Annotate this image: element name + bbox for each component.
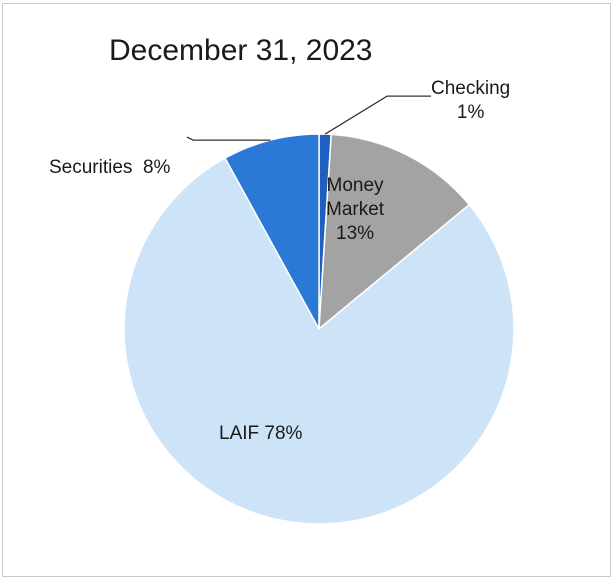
slice-label-securities-line-1: Securities 8% <box>49 157 171 178</box>
pie-slice-securities <box>224 133 320 330</box>
slice-label-checking: Checking 1% <box>431 77 510 125</box>
chart-frame: December 31, 2023 Checking 1% Money Mark… <box>2 3 611 577</box>
slice-label-laif: LAIF 78% <box>219 422 302 446</box>
slice-label-money-market-line-3: 13% <box>336 223 375 244</box>
pie-slice-laif <box>123 157 515 525</box>
pie-slices <box>123 133 515 525</box>
slice-label-laif-line-1: LAIF 78% <box>219 423 303 444</box>
slice-label-money-market-line-2: Market <box>326 199 385 220</box>
slice-label-money-market: Money Market 13% <box>326 174 384 246</box>
pie-slice-money-market <box>318 133 471 331</box>
slice-label-checking-line-1: Checking <box>431 78 511 99</box>
leader-line-securities <box>186 136 271 141</box>
slice-label-checking-line-2: 1% <box>456 102 485 123</box>
leader-lines <box>186 95 431 141</box>
slice-label-money-market-line-1: Money <box>326 175 384 196</box>
chart-title: December 31, 2023 <box>109 34 373 67</box>
slice-label-securities: Securities 8% <box>49 108 170 228</box>
pie-chart <box>123 95 515 525</box>
leader-line-checking <box>324 95 431 135</box>
